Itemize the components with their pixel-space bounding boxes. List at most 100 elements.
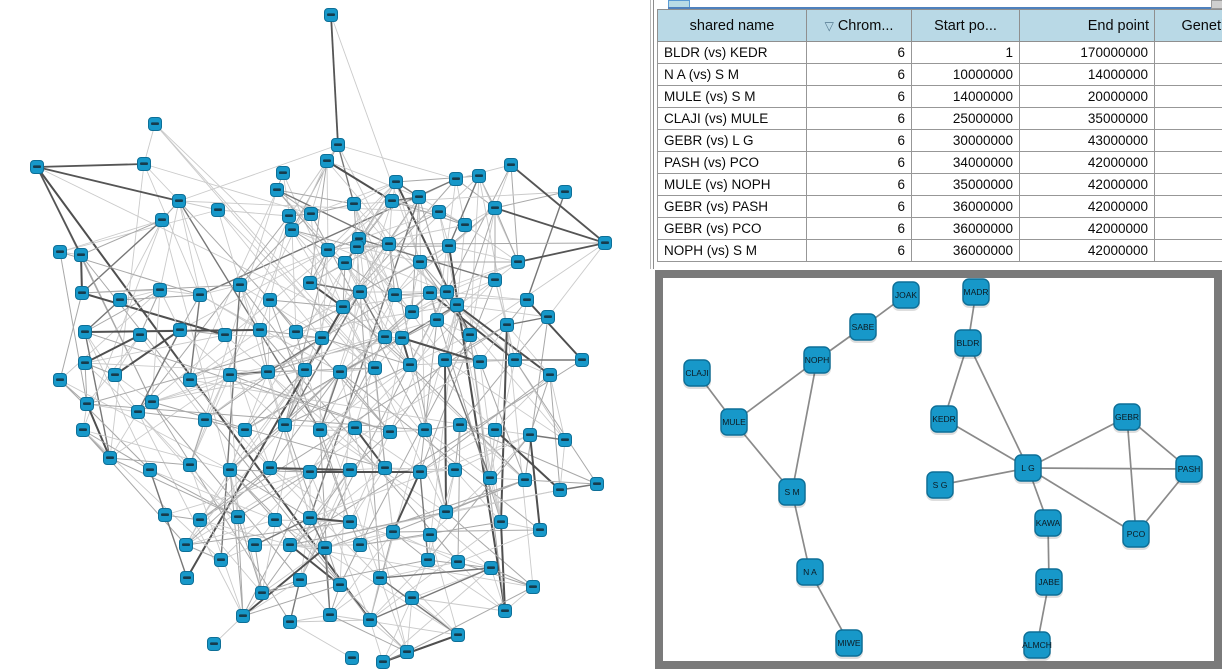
table-cell-chromosome[interactable]: 6 [806,195,912,218]
network-node[interactable] [405,591,419,605]
network-node[interactable] [336,300,350,314]
network-node[interactable] [255,586,269,600]
network-node[interactable] [133,328,147,342]
network-node[interactable] [53,373,67,387]
network-node[interactable] [238,423,252,437]
network-node[interactable] [283,615,297,629]
column-header-genetic[interactable]: Genetic... [1154,9,1222,42]
table-cell-genetic[interactable]: 9.9 [1154,239,1222,262]
table-cell-genetic[interactable]: 6.6 [1154,63,1222,86]
network-node[interactable] [131,405,145,419]
network-node[interactable] [382,237,396,251]
network-node[interactable] [413,465,427,479]
table-cell-genetic[interactable]: 11.4 [1154,151,1222,174]
table-row[interactable]: GEBR (vs) L G6300000004300000016.9 [657,129,1222,152]
network-node-PASH[interactable]: PASH [1175,455,1203,485]
network-node[interactable] [543,368,557,382]
network-node[interactable] [263,293,277,307]
table-cell-start_point[interactable]: 1 [911,41,1020,64]
network-node[interactable] [218,328,232,342]
table-cell-genetic[interactable]: 8.9 [1154,195,1222,218]
network-node[interactable] [511,255,525,269]
network-node[interactable] [518,473,532,487]
network-node[interactable] [483,471,497,485]
network-node[interactable] [500,318,514,332]
network-node[interactable] [523,428,537,442]
network-node[interactable] [388,288,402,302]
column-header-end_point[interactable]: End point [1019,9,1155,42]
table-cell-end_point[interactable]: 43000000 [1019,129,1155,152]
network-node[interactable] [211,203,225,217]
network-node[interactable] [389,175,403,189]
table-cell-genetic[interactable]: 10.5 [1154,173,1222,196]
table-cell-shared_name[interactable]: MULE (vs) NOPH [657,173,807,196]
network-node[interactable] [386,525,400,539]
table-cell-end_point[interactable]: 42000000 [1019,239,1155,262]
table-cell-genetic[interactable]: 7.5 [1154,85,1222,108]
network-node[interactable] [180,571,194,585]
network-node[interactable] [423,286,437,300]
network-node[interactable] [575,353,589,367]
network-node[interactable] [303,511,317,525]
network-node[interactable] [331,138,345,152]
network-node-S G[interactable]: S G [926,471,954,501]
table-cell-end_point[interactable]: 14000000 [1019,63,1155,86]
network-node[interactable] [488,201,502,215]
table-cell-end_point[interactable]: 42000000 [1019,151,1155,174]
network-node[interactable] [378,330,392,344]
network-node[interactable] [270,183,284,197]
table-cell-start_point[interactable]: 14000000 [911,85,1020,108]
table-cell-shared_name[interactable]: GEBR (vs) L G [657,129,807,152]
network-node[interactable] [412,190,426,204]
network-node[interactable] [304,207,318,221]
table-cell-shared_name[interactable]: PASH (vs) PCO [657,151,807,174]
network-node-BLDR[interactable]: BLDR [954,329,982,359]
network-node[interactable] [494,515,508,529]
network-node[interactable] [558,185,572,199]
network-node-MIWE[interactable]: MIWE [835,629,863,659]
network-node[interactable] [145,395,159,409]
network-node[interactable] [418,423,432,437]
network-node-JOAK[interactable]: JOAK [892,281,920,311]
table-cell-shared_name[interactable]: BLDR (vs) KEDR [657,41,807,64]
table-cell-end_point[interactable]: 42000000 [1019,195,1155,218]
network-node[interactable] [193,288,207,302]
network-edge-L G-PASH[interactable] [1027,467,1190,470]
network-node[interactable] [343,463,357,477]
network-node[interactable] [430,313,444,327]
network-node[interactable] [143,463,157,477]
table-cell-shared_name[interactable]: MULE (vs) S M [657,85,807,108]
network-node[interactable] [223,463,237,477]
network-node[interactable] [183,373,197,387]
network-node[interactable] [438,353,452,367]
table-cell-end_point[interactable]: 42000000 [1019,173,1155,196]
network-node[interactable] [74,248,88,262]
network-node[interactable] [373,571,387,585]
network-node[interactable] [439,505,453,519]
network-node[interactable] [451,555,465,569]
network-node[interactable] [350,240,364,254]
network-edge-L G-PCO[interactable] [1027,467,1137,535]
network-node-ALMCH[interactable]: ALMCH [1022,631,1052,661]
network-node[interactable] [223,368,237,382]
network-node-PCO[interactable]: PCO [1122,520,1150,550]
table-cell-chromosome[interactable]: 6 [806,239,912,262]
network-node[interactable] [590,477,604,491]
network-node[interactable] [293,573,307,587]
table-cell-shared_name[interactable]: CLAJI (vs) MULE [657,107,807,130]
network-node[interactable] [289,325,303,339]
network-node[interactable] [108,368,122,382]
table-cell-start_point[interactable]: 34000000 [911,151,1020,174]
network-node[interactable] [113,293,127,307]
network-node[interactable] [53,245,67,259]
filter-icon[interactable]: ▽ [824,18,834,33]
network-node[interactable] [442,239,456,253]
network-node[interactable] [376,655,390,669]
network-node[interactable] [80,397,94,411]
network-node[interactable] [449,172,463,186]
network-node[interactable] [458,218,472,232]
table-cell-start_point[interactable]: 35000000 [911,173,1020,196]
table-cell-genetic[interactable]: 8.4 [1154,217,1222,240]
network-node[interactable] [183,458,197,472]
table-row[interactable]: PASH (vs) PCO6340000004200000011.4 [657,151,1222,174]
